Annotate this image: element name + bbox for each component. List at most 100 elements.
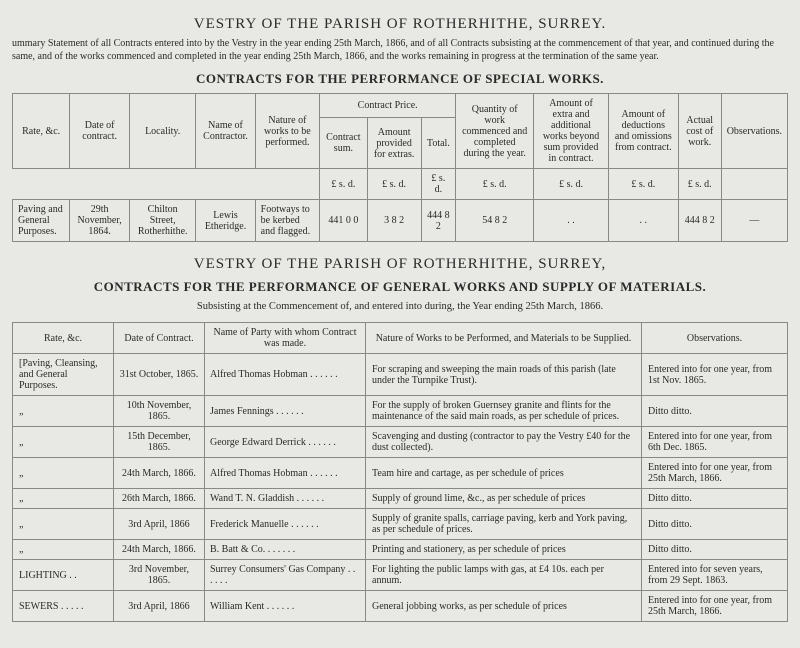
lsd-4: £ s. d. bbox=[456, 169, 534, 200]
cell-date: 3rd November, 1865. bbox=[114, 560, 205, 591]
cell-cost: 444 8 2 bbox=[678, 200, 721, 242]
cell-date: 24th March, 1866. bbox=[114, 540, 205, 560]
col-qty: Quantity of work commenced and completed… bbox=[456, 94, 534, 169]
cell-obs: Entered into for seven years, from 29 Se… bbox=[642, 560, 788, 591]
cell-date: 26th March, 1866. bbox=[114, 489, 205, 509]
col2-rate: Rate, &c. bbox=[13, 323, 114, 354]
cell-obs: Ditto ditto. bbox=[642, 489, 788, 509]
table-row: „26th March, 1866.Wand T. N. Gladdish . … bbox=[13, 489, 788, 509]
cell-date: 29th November, 1864. bbox=[70, 200, 130, 242]
cell-extras: 3 8 2 bbox=[367, 200, 421, 242]
cell-locality: Chilton Street, Rotherhithe. bbox=[129, 200, 195, 242]
cell-rate: SEWERS . . . . . bbox=[13, 591, 114, 622]
main-title-2: VESTRY OF THE PARISH OF ROTHERHITHE, SUR… bbox=[12, 256, 788, 273]
col-price-total: Total. bbox=[421, 118, 456, 169]
cell-rate: „ bbox=[13, 427, 114, 458]
col-contractor: Name of Contractor. bbox=[196, 94, 255, 169]
table-row: „24th March, 1866.Alfred Thomas Hobman .… bbox=[13, 458, 788, 489]
main-title-1: VESTRY OF THE PARISH OF ROTHERHITHE, SUR… bbox=[12, 16, 788, 33]
lsd-6: £ s. d. bbox=[608, 169, 678, 200]
cell-party: George Edward Derrick . . . . . . bbox=[205, 427, 366, 458]
special-works-table: Rate, &c. Date of contract. Locality. Na… bbox=[12, 93, 788, 242]
lsd-5: £ s. d. bbox=[534, 169, 609, 200]
table-row: „24th March, 1866.B. Batt & Co. . . . . … bbox=[13, 540, 788, 560]
cell-nature: For lighting the public lamps with gas, … bbox=[366, 560, 642, 591]
cell-rate: „ bbox=[13, 396, 114, 427]
cell-total: 444 8 2 bbox=[421, 200, 456, 242]
col2-obs: Observations. bbox=[642, 323, 788, 354]
col2-nature: Nature of Works to be Performed, and Mat… bbox=[366, 323, 642, 354]
cell-party: James Fennings . . . . . . bbox=[205, 396, 366, 427]
lsd-2: £ s. d. bbox=[367, 169, 421, 200]
cell-nature: Supply of ground lime, &c., as per sched… bbox=[366, 489, 642, 509]
document-page: VESTRY OF THE PARISH OF ROTHERHITHE, SUR… bbox=[12, 16, 788, 622]
table-row: SEWERS . . . . .3rd April, 1866William K… bbox=[13, 591, 788, 622]
cell-nature: Scavenging and dusting (contractor to pa… bbox=[366, 427, 642, 458]
table-row: „15th December, 1865.George Edward Derri… bbox=[13, 427, 788, 458]
cell-obs: Ditto ditto. bbox=[642, 396, 788, 427]
cell-nature: General jobbing works, as per schedule o… bbox=[366, 591, 642, 622]
cell-qty: 54 8 2 bbox=[456, 200, 534, 242]
col-deduct: Amount of deductions and omissions from … bbox=[608, 94, 678, 169]
cell-party: Surrey Consumers' Gas Company . . . . . … bbox=[205, 560, 366, 591]
col-nature: Nature of works to be performed. bbox=[255, 94, 320, 169]
cell-extra: . . bbox=[534, 200, 609, 242]
table-row: „10th November, 1865.James Fennings . . … bbox=[13, 396, 788, 427]
cell-date: 31st October, 1865. bbox=[114, 354, 205, 396]
cell-obs: Entered into for one year, from 25th Mar… bbox=[642, 591, 788, 622]
col2-party: Name of Party with whom Contract was mad… bbox=[205, 323, 366, 354]
cell-date: 3rd April, 1866 bbox=[114, 509, 205, 540]
cell-party: Alfred Thomas Hobman . . . . . . bbox=[205, 354, 366, 396]
cell-obs: Ditto ditto. bbox=[642, 540, 788, 560]
cell-nature: Footways to be kerbed and flagged. bbox=[255, 200, 320, 242]
col-extra: Amount of extra and additional works bey… bbox=[534, 94, 609, 169]
cell-deduct: . . bbox=[608, 200, 678, 242]
cell-rate: „ bbox=[13, 458, 114, 489]
cell-date: 10th November, 1865. bbox=[114, 396, 205, 427]
cell-rate: „ bbox=[13, 509, 114, 540]
table-row: [Paving, Cleansing, and General Purposes… bbox=[13, 354, 788, 396]
cell-party: Frederick Manuelle . . . . . . bbox=[205, 509, 366, 540]
cell-obs: Entered into for one year, from 6th Dec.… bbox=[642, 427, 788, 458]
general-works-heading: CONTRACTS FOR THE PERFORMANCE OF GENERAL… bbox=[12, 279, 788, 295]
col-rate: Rate, &c. bbox=[13, 94, 70, 169]
col-cost: Actual cost of work. bbox=[678, 94, 721, 169]
cell-date: 3rd April, 1866 bbox=[114, 591, 205, 622]
col-price-sum: Contract sum. bbox=[320, 118, 367, 169]
col-date: Date of contract. bbox=[70, 94, 130, 169]
cell-obs: Ditto ditto. bbox=[642, 509, 788, 540]
general-works-table: Rate, &c. Date of Contract. Name of Part… bbox=[12, 322, 788, 622]
cell-party: B. Batt & Co. . . . . . . bbox=[205, 540, 366, 560]
col-price-extras: Amount provided for extras. bbox=[367, 118, 421, 169]
lsd-3: £ s. d. bbox=[421, 169, 456, 200]
table-row: LIGHTING . .3rd November, 1865.Surrey Co… bbox=[13, 560, 788, 591]
col-obs: Observations. bbox=[721, 94, 787, 169]
cell-rate: LIGHTING . . bbox=[13, 560, 114, 591]
special-works-heading: CONTRACTS FOR THE PERFORMANCE OF SPECIAL… bbox=[12, 71, 788, 87]
cell-party: Alfred Thomas Hobman . . . . . . bbox=[205, 458, 366, 489]
table-row: „3rd April, 1866Frederick Manuelle . . .… bbox=[13, 509, 788, 540]
cell-nature: Printing and stationery, as per schedule… bbox=[366, 540, 642, 560]
cell-obs: Entered into for one year, from 25th Mar… bbox=[642, 458, 788, 489]
col-locality: Locality. bbox=[129, 94, 195, 169]
lsd-7: £ s. d. bbox=[678, 169, 721, 200]
cell-obs: — bbox=[721, 200, 787, 242]
cell-date: 24th March, 1866. bbox=[114, 458, 205, 489]
lsd-1: £ s. d. bbox=[320, 169, 367, 200]
cell-nature: Team hire and cartage, as per schedule o… bbox=[366, 458, 642, 489]
cell-rate: [Paving, Cleansing, and General Purposes… bbox=[13, 354, 114, 396]
cell-rate: Paving and General Purposes. bbox=[13, 200, 70, 242]
cell-obs: Entered into for one year, from 1st Nov.… bbox=[642, 354, 788, 396]
cell-nature: Supply of granite spalls, carriage pavin… bbox=[366, 509, 642, 540]
cell-date: 15th December, 1865. bbox=[114, 427, 205, 458]
subtitle-2: Subsisting at the Commencement of, and e… bbox=[12, 301, 788, 312]
cell-contractor: Lewis Etheridge. bbox=[196, 200, 255, 242]
cell-party: William Kent . . . . . . bbox=[205, 591, 366, 622]
cell-rate: „ bbox=[13, 489, 114, 509]
cell-nature: For the supply of broken Guernsey granit… bbox=[366, 396, 642, 427]
col2-date: Date of Contract. bbox=[114, 323, 205, 354]
intro-text: ummary Statement of all Contracts entere… bbox=[12, 37, 788, 63]
cell-rate: „ bbox=[13, 540, 114, 560]
table-row: Paving and General Purposes. 29th Novemb… bbox=[13, 200, 788, 242]
col-price: Contract Price. bbox=[320, 94, 456, 118]
